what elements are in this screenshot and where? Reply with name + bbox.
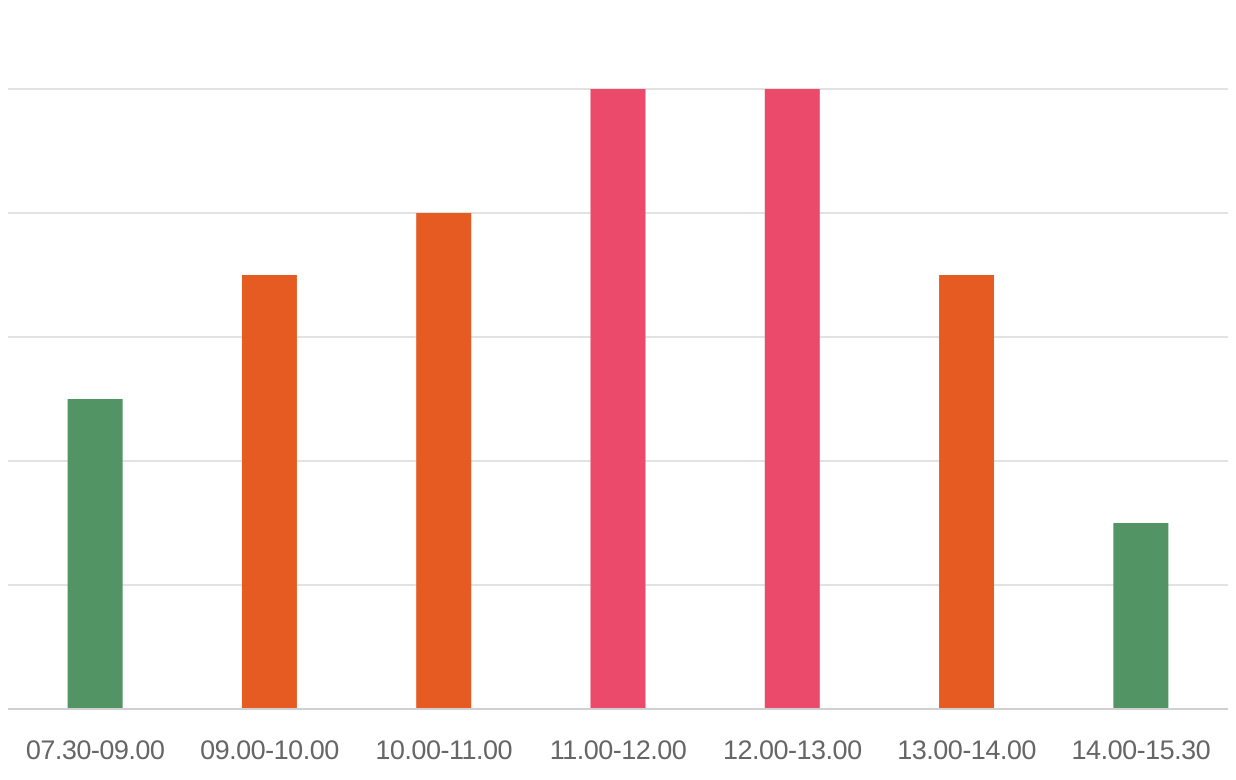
bar-12.00-13.00	[764, 89, 820, 709]
x-tick-label: 11.00-12.00	[550, 735, 687, 765]
x-tick-label: 12.00-13.00	[723, 735, 862, 765]
bar-13.00-14.00	[939, 275, 995, 709]
bar-14.00-15.30	[1113, 523, 1169, 709]
x-tick-label: 14.00-15.30	[1072, 735, 1211, 765]
x-tick-label: 07.30-09.00	[26, 735, 165, 765]
bars	[67, 89, 1169, 709]
bar-07.30-09.00	[67, 399, 123, 709]
x-tick-label: 09.00-10.00	[200, 735, 339, 765]
x-tick-label: 13.00-14.00	[897, 735, 1036, 765]
x-tick-label: 10.00-11.00	[375, 735, 512, 765]
bar-11.00-12.00	[590, 89, 646, 709]
x-tick-labels: 07.30-09.00 09.00-10.00 10.00-11.00 11.00-1…	[26, 735, 1211, 765]
bar-10.00-11.00	[416, 213, 472, 709]
bar-09.00-10.00	[241, 275, 297, 709]
